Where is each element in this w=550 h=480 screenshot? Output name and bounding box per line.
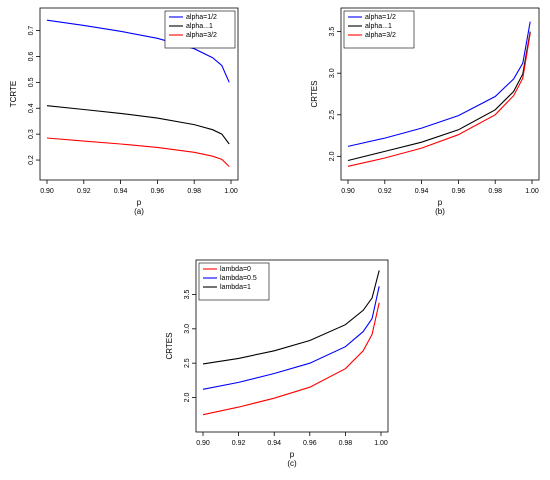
x-tick-label: 0.94 [267, 440, 281, 447]
x-tick-label: 0.94 [114, 188, 128, 195]
legend-label: alpha=1/2 [186, 14, 217, 21]
y-tick-label: 0.6 [28, 51, 35, 61]
legend-label: alpha...1 [186, 23, 213, 30]
y-tick-label: 0.5 [28, 77, 35, 87]
x-tick-label: 1.00 [374, 440, 388, 447]
series-line-2 [202, 270, 380, 365]
y-tick-label: 0.2 [28, 155, 35, 165]
x-tick-label: 0.90 [196, 440, 210, 447]
legend-label: lambda=0.5 [220, 275, 257, 282]
y-tick-label: 0.7 [28, 26, 35, 36]
x-tick-label: 0.96 [452, 188, 466, 195]
x-tick-label: 1.00 [224, 188, 238, 195]
y-tick-label: 3.0 [184, 324, 191, 334]
x-tick-label: 0.92 [378, 188, 392, 195]
series-line-1 [202, 286, 380, 390]
y-tick-label: 3.0 [329, 68, 336, 78]
x-tick-label: 0.92 [77, 188, 91, 195]
x-axis-title: p [137, 198, 142, 207]
plot-frame [340, 7, 540, 181]
legend-label: lambda=0 [220, 266, 251, 273]
x-tick-label: 0.98 [339, 440, 353, 447]
series-line-0 [202, 302, 380, 416]
legend-box [343, 10, 415, 49]
y-tick-label: 2.0 [184, 393, 191, 403]
series-line-2 [46, 137, 230, 167]
x-axis-title: p [438, 198, 443, 207]
panel-caption: (a) [134, 207, 144, 216]
series-line-1 [347, 31, 531, 162]
legend-label: alpha=1/2 [365, 14, 396, 21]
legend-label: alpha=3/2 [365, 32, 396, 39]
legend-label: lambda=1 [220, 284, 251, 291]
legend-label: alpha...1 [365, 23, 392, 30]
x-tick-label: 0.90 [341, 188, 355, 195]
y-tick-label: 0.4 [28, 103, 35, 113]
y-tick-label: 2.5 [329, 110, 336, 120]
y-tick-label: 2.0 [329, 151, 336, 161]
y-axis-title: CRTES [165, 333, 174, 360]
plot-frame [195, 259, 389, 433]
x-tick-label: 0.90 [40, 188, 54, 195]
y-tick-label: 3.5 [329, 27, 336, 37]
x-tick-label: 0.92 [232, 440, 246, 447]
y-axis-title: CRTES [310, 81, 319, 108]
x-tick-label: 1.00 [525, 188, 539, 195]
x-axis-title: p [290, 450, 295, 459]
chart-panel-b: 0.90 0.92 0.94 0.96 0.98 1.00 2.0 2.5 3.0 3.5 p CRT… [310, 7, 540, 216]
panel-caption: (b) [435, 207, 445, 216]
y-tick-label: 0.3 [28, 129, 35, 139]
y-axis-title: TCRTE [9, 81, 18, 108]
series-line-0 [347, 21, 531, 147]
plot-frame [39, 7, 239, 181]
x-tick-label: 0.96 [151, 188, 165, 195]
series-line-2 [347, 33, 531, 167]
x-tick-label: 0.96 [303, 440, 317, 447]
x-tick-label: 0.98 [488, 188, 502, 195]
x-tick-label: 0.94 [415, 188, 429, 195]
panel-caption: (c) [287, 459, 297, 468]
series-line-1 [46, 105, 230, 145]
y-tick-label: 2.5 [184, 358, 191, 368]
chart-panel-a: 0.90 0.92 0.94 0.96 0.98 1.00 0.2 0.3 0.4 0.5 0.6 0… [9, 7, 239, 216]
legend-label: alpha=3/2 [186, 32, 217, 39]
y-tick-label: 3.5 [184, 290, 191, 300]
chart-panel-c: 0.90 0.92 0.94 0.96 0.98 1.00 2.0 2.5 3.0 3.5 p CRT… [165, 259, 389, 468]
x-tick-label: 0.98 [187, 188, 201, 195]
